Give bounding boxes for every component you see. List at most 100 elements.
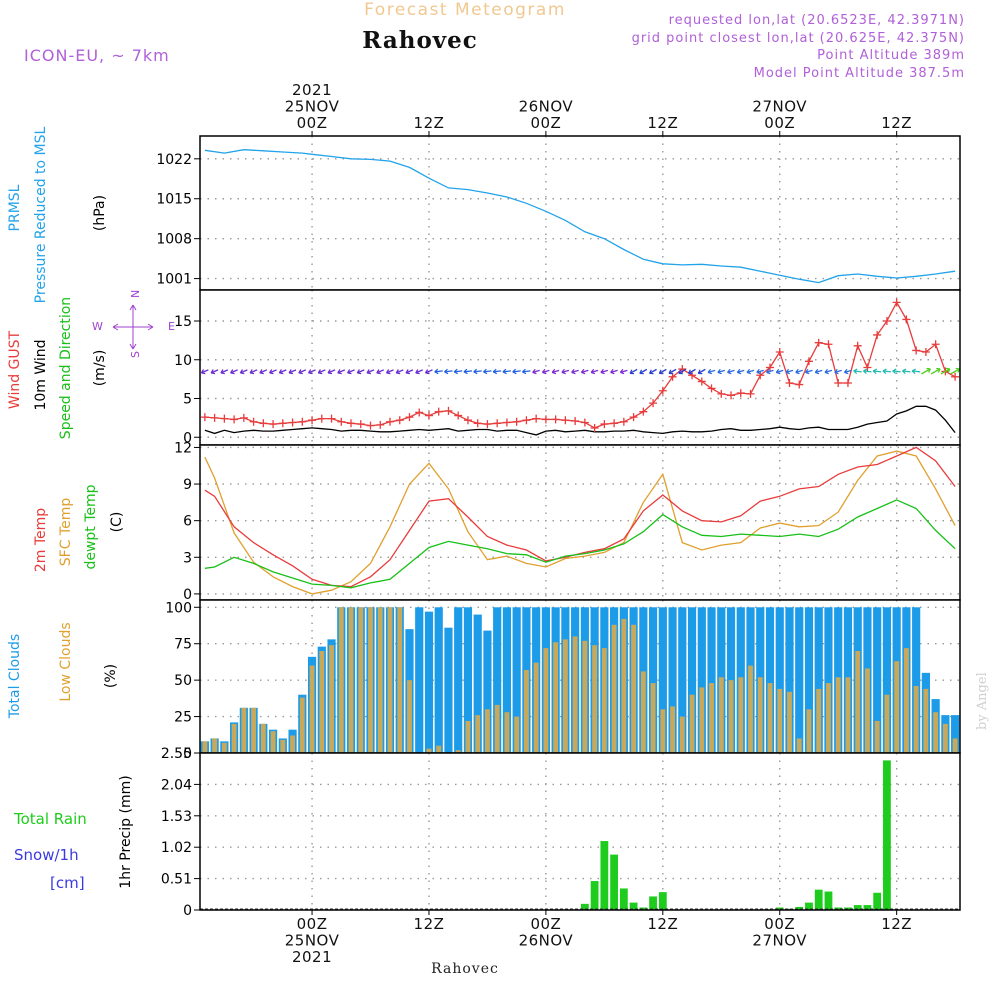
low-cloud-bar — [767, 683, 773, 753]
rain-bar — [610, 854, 618, 910]
wind-dir-arrowhead — [463, 368, 468, 375]
wind-dir-arrowhead — [843, 368, 849, 375]
low-cloud-bar — [465, 720, 471, 753]
y-tick-label: 0 — [183, 587, 192, 603]
wind-dir-arrowhead — [541, 368, 547, 375]
low-cloud-bar — [358, 607, 364, 753]
temp-unit: (C) — [109, 512, 125, 533]
gust-marker — [795, 380, 804, 389]
wind-dir-arrow — [259, 369, 268, 374]
gust-marker — [269, 420, 278, 429]
gust-marker — [882, 317, 891, 325]
wind-dir-arrow — [620, 369, 628, 373]
wind-dir-arrow — [532, 369, 540, 373]
low-cloud-bar — [621, 618, 627, 753]
bottom-time-label: 27NOV — [752, 932, 807, 950]
wind-dir-arrowhead — [658, 369, 664, 375]
top-time-label: 12Z — [647, 114, 678, 132]
wind-dir-arrow — [658, 368, 667, 374]
wind-dir-arrow — [785, 369, 794, 373]
y-tick-label: 1022 — [156, 152, 192, 168]
compass-w: W — [92, 320, 103, 333]
wind-dir-arrow — [581, 369, 589, 373]
wind-dir-arrow — [347, 369, 355, 374]
y-tick-label: 5 — [183, 392, 192, 408]
low-cloud-bar — [212, 738, 218, 753]
wind-dir-arrow — [230, 369, 238, 374]
wind-dir-arrowhead — [872, 368, 878, 374]
wind-dir-arrow — [376, 369, 385, 374]
gust-marker — [756, 371, 765, 380]
y-tick-label: 1015 — [156, 192, 192, 208]
total-cloud-bar — [707, 607, 716, 753]
y-tick-label: 25 — [174, 710, 192, 726]
wind-dir-arrow — [600, 369, 609, 373]
gust-marker — [493, 419, 502, 428]
wind-dir-arrowhead — [492, 368, 498, 375]
low-cloud-bar — [777, 688, 783, 753]
y-tick-label: 0 — [183, 430, 192, 446]
station-title: Rahovec — [362, 27, 478, 54]
gust-marker — [697, 377, 706, 386]
low-cloud-bar — [514, 716, 520, 753]
low-cloud-bar — [709, 683, 714, 753]
y-tick-label: 2.04 — [161, 777, 192, 793]
y-tick-label: 3 — [183, 550, 192, 566]
low-cloud-bar — [728, 680, 734, 753]
low-cloud-bar — [845, 677, 851, 753]
low-cloud-bar — [738, 677, 744, 753]
compass-cross — [112, 304, 154, 350]
gust-marker — [629, 413, 638, 422]
low-cloud-bar — [387, 607, 393, 753]
panel-wind: 0 5 10 15 Wind GUST 10m Wind Speed and Directi… — [7, 289, 961, 446]
gust-marker — [658, 386, 667, 395]
low-cloud-bar — [660, 709, 666, 753]
wind-dir-arrow — [882, 370, 892, 373]
wind-dir-arrow — [522, 370, 531, 373]
wind-dir-arrow — [395, 369, 404, 374]
gust-marker — [746, 389, 755, 398]
gust-marker — [853, 341, 862, 350]
dewpoint-line — [204, 499, 956, 589]
wind-dir-arrow — [590, 369, 599, 373]
wind-dir-arrow — [308, 369, 316, 374]
low-cloud-bar — [533, 662, 539, 753]
wind-dir-arrow — [950, 368, 960, 375]
gust-marker — [736, 389, 745, 398]
rain-label: Total Rain — [13, 810, 87, 828]
wind-dir-arrow — [327, 369, 336, 374]
gust-marker — [649, 399, 658, 408]
gust-marker — [551, 415, 560, 424]
wind-dir-arrowhead — [649, 369, 654, 375]
bottom-time-label: 12Z — [881, 915, 912, 933]
wind-dir-arrowhead — [902, 368, 907, 374]
panel-bg — [200, 600, 960, 753]
wind-dir-arrowhead — [278, 369, 284, 375]
gust-marker — [639, 407, 648, 416]
clouds-unit: (%) — [103, 664, 119, 688]
gust-marker — [766, 363, 774, 372]
rain-bar — [619, 888, 628, 910]
gust-marker — [843, 379, 852, 387]
wind-dir-arrowhead — [756, 368, 761, 375]
total-cloud-bar — [454, 607, 463, 753]
wind-dir-arrow — [776, 369, 784, 373]
top-time-label: 25NOV — [285, 98, 340, 116]
low-cloud-bar — [494, 704, 500, 753]
top-time-label: 26NOV — [519, 98, 574, 116]
y-tick-label: 9 — [183, 477, 192, 493]
wind-dir-arrow — [795, 369, 803, 373]
low-cloud-bar — [718, 677, 724, 753]
wind-dir-arrow — [512, 370, 521, 373]
gust-marker — [298, 417, 307, 426]
gust-marker — [327, 414, 336, 423]
rain-bar — [649, 896, 657, 910]
wind-dir-arrow — [639, 368, 648, 374]
low-cloud-bar — [348, 607, 354, 753]
wind-dir-arrowhead — [571, 368, 576, 375]
gust-marker — [395, 416, 404, 425]
wind-dir-arrowhead — [853, 368, 858, 374]
wind-dir-arrowhead — [600, 368, 605, 375]
